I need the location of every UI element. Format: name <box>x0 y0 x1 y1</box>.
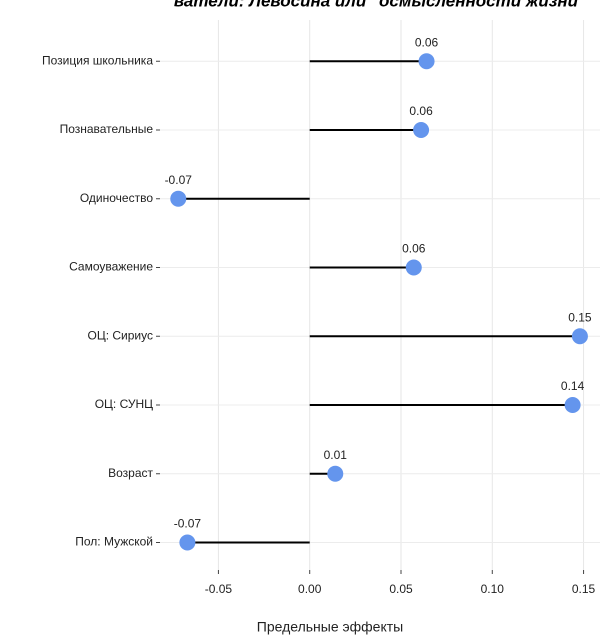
dot <box>179 534 196 551</box>
value-label: 0.01 <box>324 448 348 462</box>
value-label: 0.06 <box>402 242 426 256</box>
dot <box>327 465 344 482</box>
value-label: 0.06 <box>415 35 439 49</box>
value-label: -0.07 <box>165 173 193 187</box>
y-tick-label: Познавательные <box>60 122 154 136</box>
dot <box>170 190 187 207</box>
dot <box>405 259 422 276</box>
y-tick-label: Возраст <box>108 466 153 480</box>
y-tick-label: Пол: Мужской <box>75 535 153 549</box>
x-tick-label: -0.05 <box>205 582 233 596</box>
y-tick-label: ОЦ: СУНЦ <box>95 397 153 411</box>
x-tick-label: 0.10 <box>481 582 505 596</box>
x-tick-label: 0.15 <box>572 582 596 596</box>
dot <box>564 397 581 413</box>
value-label: 0.06 <box>409 104 433 118</box>
dot <box>418 53 435 70</box>
dot <box>413 122 430 138</box>
value-label: 0.15 <box>568 310 592 324</box>
y-tick-label: Одиночество <box>80 191 153 205</box>
y-tick-label: ОЦ: Сириус <box>88 328 154 342</box>
value-label: 0.14 <box>561 379 585 393</box>
value-label: -0.07 <box>174 517 202 531</box>
x-axis-title: Предельные эффекты <box>257 619 403 635</box>
y-tick-label: Самоуважение <box>69 260 153 274</box>
chart-title: ватели: Левосина или "осмысленности жизн… <box>174 0 587 10</box>
dot <box>571 328 588 345</box>
x-tick-label: 0.05 <box>389 582 413 596</box>
x-tick-label: 0.00 <box>298 582 322 596</box>
y-tick-label: Позиция школьника <box>42 53 153 67</box>
